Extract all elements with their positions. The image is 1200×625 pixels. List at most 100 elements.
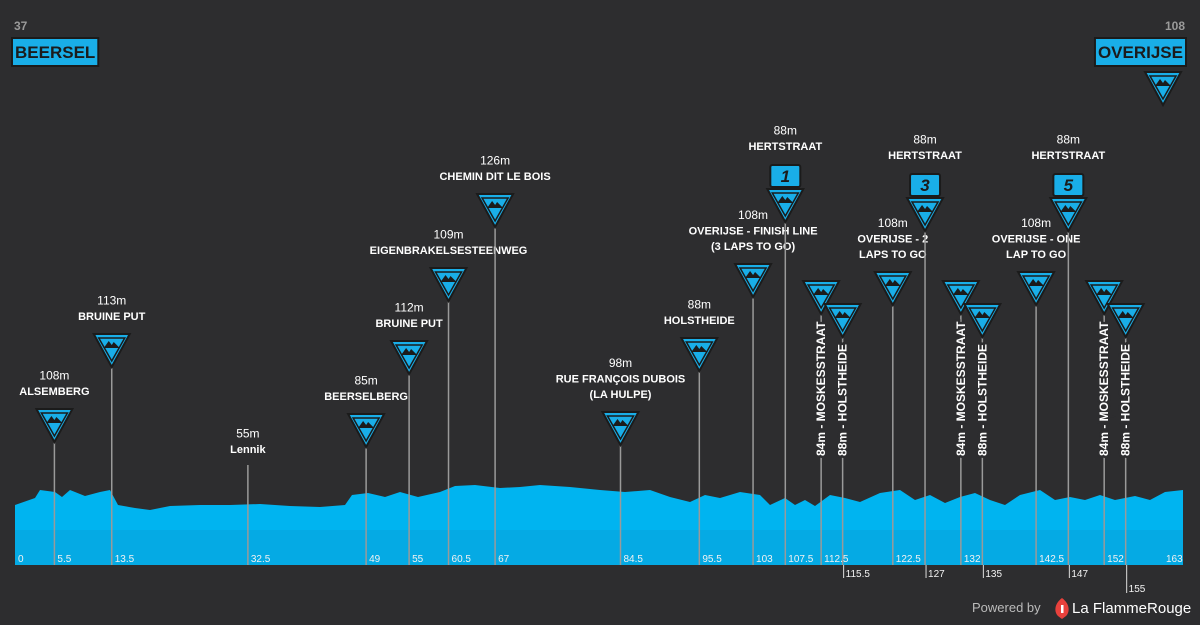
marker-icon xyxy=(440,275,457,282)
km-label: 55 xyxy=(412,554,424,565)
point-name: HERTSTRAAT xyxy=(888,150,962,162)
point-elevation: 108m xyxy=(39,369,69,383)
climb-marker xyxy=(822,303,863,340)
lap-number: 3 xyxy=(920,176,930,195)
marker-shape xyxy=(475,193,515,230)
marker-icon xyxy=(46,416,63,423)
point-name: BRUINE PUT xyxy=(78,311,146,323)
km-label: 103 xyxy=(756,554,773,565)
climb-marker xyxy=(389,340,429,377)
marker-shape xyxy=(1016,271,1056,308)
climb-marker xyxy=(679,337,720,374)
climb-marker xyxy=(346,413,386,450)
marker-shape xyxy=(801,280,841,317)
finish-elevation: 108 xyxy=(1165,19,1185,33)
climb-marker xyxy=(962,303,1003,340)
marker-inner xyxy=(1021,275,1051,301)
point-name: LAPS TO GO xyxy=(859,249,927,261)
climb-marker xyxy=(1048,197,1089,234)
marker-inner xyxy=(97,337,127,363)
marker-icon xyxy=(1028,279,1045,286)
point-name: ALSEMBERG xyxy=(19,386,89,398)
point-elevation: 108m xyxy=(738,208,768,222)
marker-inner xyxy=(806,284,836,310)
lap-badge xyxy=(1052,173,1085,197)
point-elevation: 98m xyxy=(609,356,632,370)
marker-inner xyxy=(1054,201,1083,227)
marker-inner xyxy=(434,271,463,297)
lap-badge xyxy=(769,164,802,188)
marker-shape xyxy=(600,411,641,448)
point-name: HERTSTRAAT xyxy=(748,141,822,153)
marker-inner xyxy=(394,344,424,370)
marker-shape xyxy=(1048,197,1089,234)
point-name: OVERIJSE - ONE xyxy=(992,234,1081,246)
km-label: 127 xyxy=(928,569,945,580)
marker-shape xyxy=(92,333,132,370)
climb-marker xyxy=(1016,271,1056,308)
start-box xyxy=(11,37,100,67)
km-label: 163 xyxy=(1166,554,1183,565)
point-elevation: 88m xyxy=(1057,133,1080,147)
km-label: 107.5 xyxy=(788,554,813,565)
marker-shape xyxy=(1143,71,1183,108)
km-label: 135 xyxy=(985,569,1002,580)
vertical-label: 84m - MOSKESSTRAAT xyxy=(954,321,968,456)
climb-marker xyxy=(475,193,515,230)
km-label: 67 xyxy=(498,554,510,565)
km-label: 32.5 xyxy=(251,554,271,565)
point-elevation: 109m xyxy=(434,228,464,242)
km-label: 132 xyxy=(964,554,981,565)
marker-icon xyxy=(1096,288,1113,295)
climb-marker xyxy=(1084,280,1124,317)
km-label: 13.5 xyxy=(115,554,135,565)
marker-inner xyxy=(771,192,800,218)
marker-inner xyxy=(738,267,768,293)
marker-inner xyxy=(685,341,714,367)
km-label: 112.5 xyxy=(824,554,849,565)
start-elevation: 37 xyxy=(14,19,28,33)
km-label: 0 xyxy=(18,554,24,565)
climb-marker xyxy=(873,271,913,308)
point-elevation: 88m xyxy=(688,298,711,312)
marker-shape xyxy=(822,303,863,340)
km-label: 84.5 xyxy=(623,554,643,565)
point-name: LAP TO GO xyxy=(1006,249,1067,261)
vertical-label: 88m - HOLSTHEIDE xyxy=(1119,344,1133,456)
marker-inner xyxy=(828,307,857,333)
point-elevation: 88m xyxy=(774,124,797,138)
vertical-label: 88m - HOLSTHEIDE xyxy=(975,344,989,456)
climb-marker xyxy=(34,408,75,445)
marker-icon xyxy=(834,311,851,318)
finish-name: OVERIJSE xyxy=(1098,43,1183,62)
km-label: 142.5 xyxy=(1039,554,1064,565)
start-name: BEERSEL xyxy=(15,43,95,62)
profile-shade xyxy=(15,530,1183,565)
marker-icon xyxy=(745,271,762,278)
marker-shape xyxy=(941,280,981,317)
brand-logo xyxy=(1055,598,1069,619)
marker-shape xyxy=(346,413,386,450)
marker-icon xyxy=(952,288,969,295)
vertical-label: 88m - HOLSTHEIDE xyxy=(836,344,850,456)
km-label: 60.5 xyxy=(452,554,472,565)
marker-icon xyxy=(777,196,794,203)
lap-badge xyxy=(909,173,942,197)
marker-shape xyxy=(962,303,1003,340)
point-name: Lennik xyxy=(230,444,266,456)
brand-name: La FlammeRouge xyxy=(1072,600,1191,617)
point-elevation: 126m xyxy=(480,154,510,168)
point-elevation: 112m xyxy=(395,301,424,315)
marker-shape xyxy=(905,197,945,234)
climb-marker xyxy=(92,333,132,370)
km-label: 115.5 xyxy=(846,569,871,580)
marker-icon xyxy=(974,311,991,318)
marker-icon xyxy=(103,341,120,348)
km-label: 5.5 xyxy=(57,554,71,565)
climb-marker xyxy=(1105,303,1146,340)
marker-shape xyxy=(873,271,913,308)
climb-marker xyxy=(428,267,469,304)
marker-icon xyxy=(1155,79,1171,86)
km-label: 147 xyxy=(1071,569,1088,580)
